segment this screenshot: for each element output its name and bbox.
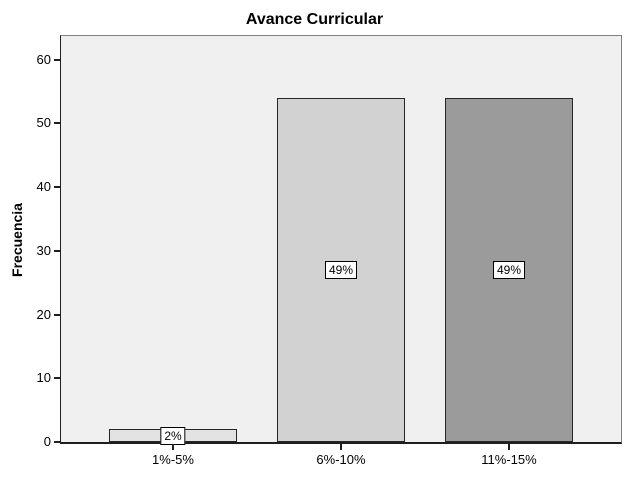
y-tick-mark	[54, 58, 60, 61]
x-tick-mark	[508, 444, 510, 450]
bar-value-label-1%-5%: 2%	[160, 426, 186, 445]
y-tick-mark	[54, 377, 60, 380]
x-tick-mark	[340, 444, 342, 450]
bar-value-label-6%-10%: 49%	[324, 260, 358, 279]
y-tick-label: 0	[43, 434, 51, 449]
x-tick-mark	[172, 444, 174, 450]
x-category-label: 1%-5%	[152, 452, 194, 467]
y-axis-label: Frecuencia	[9, 203, 25, 277]
y-tick-label: 60	[36, 51, 51, 67]
y-tick-mark	[54, 122, 60, 125]
chart-title: Avance Curricular	[245, 11, 384, 28]
y-tick-mark	[54, 313, 60, 316]
y-tick-label: 10	[36, 370, 51, 386]
y-tick-mark	[54, 249, 60, 252]
y-tick-label: 20	[36, 306, 51, 322]
plot-area: 2% 49% 49%	[60, 35, 622, 445]
y-tick-label: 30	[36, 242, 51, 258]
bar-value-label-11%-15%: 49%	[492, 260, 526, 279]
x-category-label: 6%-10%	[316, 452, 366, 467]
y-tick-label: 40	[36, 179, 51, 195]
y-tick-label: 50	[36, 115, 51, 131]
y-tick-mark	[54, 186, 60, 189]
y-tick-mark	[54, 441, 60, 443]
x-category-label: 11%-15%	[481, 452, 537, 467]
